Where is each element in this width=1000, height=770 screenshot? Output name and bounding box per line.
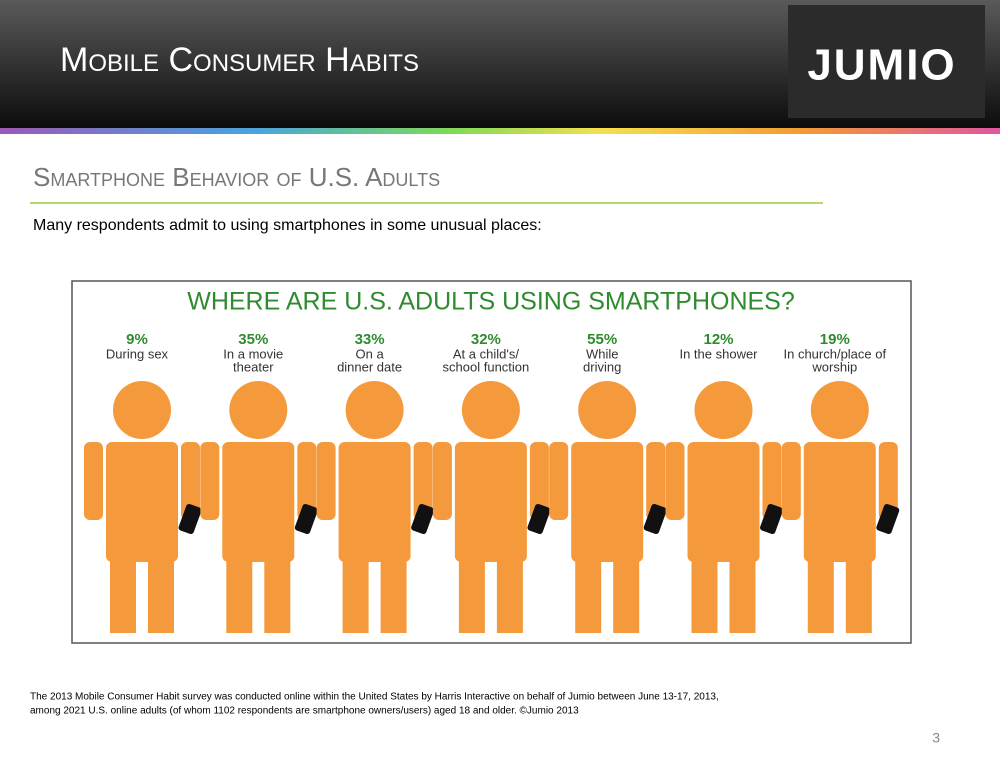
head: [578, 381, 637, 439]
stat: 19%: [820, 331, 850, 348]
head: [113, 381, 171, 439]
rainbow-strip: [0, 128, 1000, 134]
stat: 55%: [587, 331, 617, 348]
arm: [200, 442, 220, 520]
arm: [529, 442, 549, 520]
torso: [338, 442, 411, 562]
leg: [496, 556, 523, 633]
arm: [549, 442, 569, 520]
phone: [294, 503, 318, 535]
person: [781, 381, 900, 633]
stat-label: driving: [583, 359, 621, 374]
stat-label: school function: [443, 359, 530, 374]
torso: [106, 442, 178, 562]
stat: 9%: [126, 331, 148, 348]
section-title: Smartphone Behavior of U.S. Adults: [33, 162, 440, 192]
arm: [646, 442, 666, 520]
leg: [342, 556, 369, 633]
intro: Many respondents admit to using smartpho…: [33, 217, 542, 234]
torso: [454, 442, 527, 562]
arm: [762, 442, 782, 520]
leg: [845, 556, 872, 633]
arm: [316, 442, 336, 520]
arm: [181, 442, 200, 520]
infographic-title: WHERE ARE U.S. ADULTS USING SMARTPHONES?: [187, 288, 795, 316]
leg: [575, 556, 602, 633]
stat: 12%: [703, 331, 733, 348]
torso: [687, 442, 760, 562]
arm: [781, 442, 801, 520]
leg: [807, 556, 834, 633]
phone: [411, 503, 435, 535]
stat: 35%: [238, 331, 268, 348]
leg: [613, 556, 640, 633]
phone: [760, 503, 783, 535]
torso: [803, 442, 876, 562]
leg: [729, 556, 756, 633]
head: [461, 381, 520, 439]
person: [432, 381, 551, 633]
phone: [643, 503, 667, 535]
phone: [527, 503, 551, 535]
stat-label: dinner date: [337, 359, 402, 374]
arm: [432, 442, 452, 520]
leg: [380, 556, 407, 633]
phone: [876, 503, 900, 535]
stat-label: theater: [233, 359, 274, 374]
logo-box: [788, 5, 985, 118]
leg: [110, 556, 136, 633]
stat-label: In the shower: [679, 346, 758, 361]
phone: [178, 503, 202, 535]
torso: [222, 442, 295, 562]
header-title: Mobile Consumer Habits: [60, 41, 419, 79]
arm: [665, 442, 685, 520]
logo: JUMIO: [807, 41, 956, 90]
head: [345, 381, 404, 439]
leg: [691, 556, 718, 633]
head: [694, 381, 753, 439]
head: [810, 381, 869, 439]
leg: [458, 556, 485, 633]
footnote-line: The 2013 Mobile Consumer Habit survey wa…: [30, 692, 719, 703]
stat-label: worship: [811, 359, 857, 374]
leg: [226, 556, 253, 633]
stat: 32%: [471, 331, 501, 348]
stat-label: On a: [356, 346, 385, 361]
leg: [148, 556, 174, 633]
page-number: 3: [932, 730, 940, 746]
stat-label: In a movie: [223, 346, 283, 361]
person: [200, 381, 318, 633]
arm: [878, 442, 898, 520]
person: [84, 381, 202, 633]
leg: [264, 556, 291, 633]
person: [665, 381, 783, 633]
arm: [84, 442, 103, 520]
footnote-line: among 2021 U.S. online adults (of whom 1…: [30, 706, 579, 717]
torso: [571, 442, 644, 562]
arm: [297, 442, 317, 520]
stat-label: In church/place of: [783, 346, 886, 361]
stat: 33%: [355, 331, 385, 348]
head: [229, 381, 288, 439]
person: [316, 381, 435, 633]
arm: [413, 442, 433, 520]
person: [549, 381, 667, 633]
stat-label: At a child's/: [453, 346, 519, 361]
stat-label: While: [586, 346, 619, 361]
stat-label: During sex: [106, 346, 169, 361]
